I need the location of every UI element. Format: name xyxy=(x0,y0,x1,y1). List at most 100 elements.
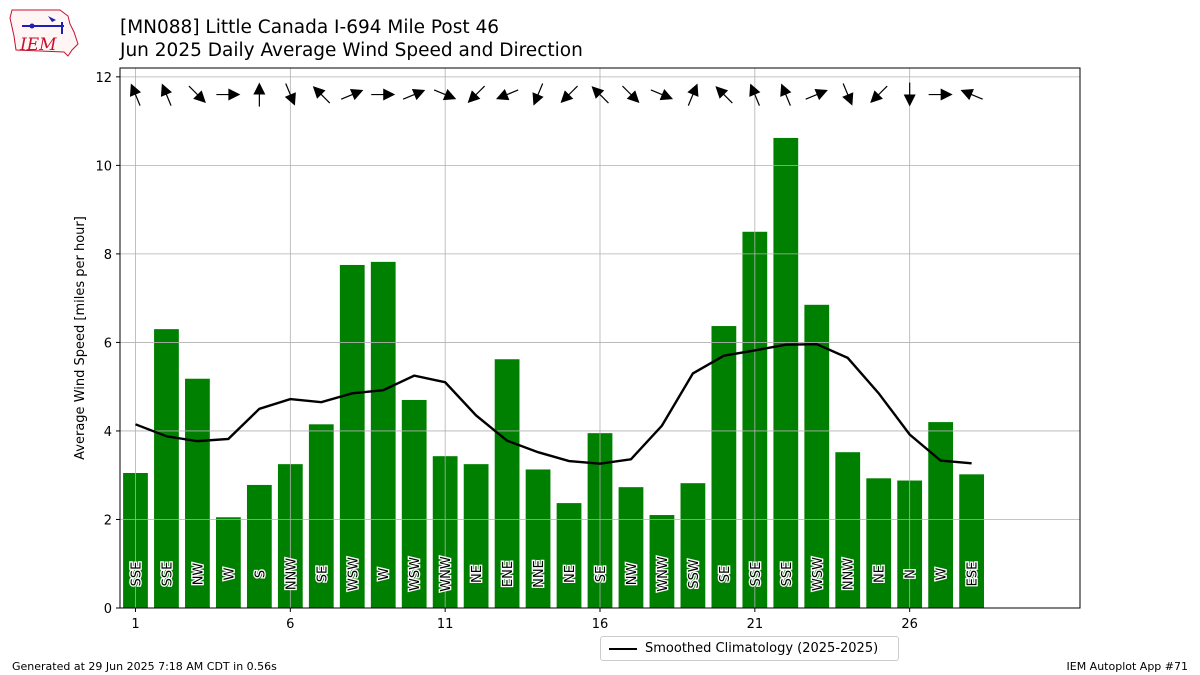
direction-label-day-22: SSE xyxy=(780,562,795,587)
bar-day-24 xyxy=(835,452,861,608)
chart-subtitle: Jun 2025 Daily Average Wind Speed and Di… xyxy=(120,40,583,61)
y-tick-label-0: 0 xyxy=(104,602,112,617)
wind-arrow-day-19 xyxy=(687,83,699,106)
direction-label-day-5: S xyxy=(253,570,268,578)
iem-logo: IEM xyxy=(9,9,79,57)
direction-label-day-11: WNW xyxy=(439,556,454,592)
wind-arrow-day-21 xyxy=(749,83,761,106)
chart-title: [MN088] Little Canada I-694 Mile Post 46 xyxy=(120,17,500,38)
direction-label-day-7: SE xyxy=(315,566,330,582)
direction-label-day-10: WSW xyxy=(408,557,423,591)
wind-arrow-day-5 xyxy=(253,82,266,107)
direction-label-day-14: NNE xyxy=(532,560,547,588)
direction-label-day-26: N xyxy=(904,569,919,579)
y-tick-label-6: 6 xyxy=(104,336,112,351)
direction-label-day-6: NNW xyxy=(284,558,299,590)
bar-day-13 xyxy=(494,359,520,608)
direction-label-day-20: SE xyxy=(718,566,733,582)
bar-day-25 xyxy=(866,478,892,608)
wind-arrow-day-27 xyxy=(928,88,953,101)
direction-label-day-18: WNW xyxy=(656,556,671,592)
legend-line-swatch xyxy=(609,648,637,650)
y-tick-label-12: 12 xyxy=(95,71,112,86)
wind-arrow-day-23 xyxy=(805,89,828,101)
wind-arrow-day-20 xyxy=(715,86,733,104)
wind-arrow-day-15 xyxy=(560,85,578,104)
bar-day-3 xyxy=(185,378,210,608)
wind-arrow-day-16 xyxy=(591,86,609,104)
wind-arrow-day-13 xyxy=(496,89,519,101)
direction-label-day-13: ENE xyxy=(501,561,516,587)
bar-day-12 xyxy=(463,464,489,608)
bar-day-2 xyxy=(154,329,179,608)
bar-day-17 xyxy=(618,487,644,608)
wind-arrow-day-4 xyxy=(216,88,241,101)
logo-text: IEM xyxy=(19,35,57,55)
wind-arrow-day-8 xyxy=(340,89,364,101)
x-tick-label-21: 21 xyxy=(747,617,764,632)
wind-arrow-day-14 xyxy=(532,83,544,106)
x-tick-label-1: 1 xyxy=(131,617,139,632)
wind-arrow-day-3 xyxy=(188,85,206,104)
bar-day-15 xyxy=(556,503,582,608)
x-tick-label-26: 26 xyxy=(901,617,918,632)
direction-label-day-3: NW xyxy=(191,563,206,586)
wind-arrow-day-10 xyxy=(402,89,426,101)
generated-footer: Generated at 29 Jun 2025 7:18 AM CDT in … xyxy=(12,660,277,673)
bar-day-18 xyxy=(649,515,675,608)
direction-label-day-15: NE xyxy=(563,565,578,583)
wind-arrow-day-22 xyxy=(780,83,792,106)
wind-arrow-day-24 xyxy=(842,83,854,106)
legend: Smoothed Climatology (2025-2025) xyxy=(600,636,899,661)
direction-label-day-9: W xyxy=(377,567,392,580)
direction-label-day-12: NE xyxy=(470,565,485,583)
bar-day-10 xyxy=(401,399,427,608)
wind-arrow-day-2 xyxy=(160,83,172,106)
direction-label-day-1: SSE xyxy=(129,562,144,587)
bar-day-14 xyxy=(525,469,551,608)
direction-label-day-27: W xyxy=(935,567,950,580)
wind-arrow-day-25 xyxy=(870,85,888,104)
direction-label-day-16: SE xyxy=(594,566,609,582)
climatology-line xyxy=(135,342,972,465)
wind-arrow-day-11 xyxy=(433,89,457,101)
x-tick-label-16: 16 xyxy=(592,617,609,632)
y-tick-label-4: 4 xyxy=(104,425,112,440)
direction-label-day-24: NNW xyxy=(842,558,857,590)
bar-day-19 xyxy=(680,483,706,608)
direction-label-day-4: W xyxy=(222,567,237,580)
wind-arrow-day-12 xyxy=(467,85,486,104)
bar-day-23 xyxy=(804,304,830,608)
x-tick-label-11: 11 xyxy=(437,617,454,632)
direction-label-day-19: SSW xyxy=(687,559,702,589)
wind-arrow-day-7 xyxy=(312,86,331,104)
bar-day-8 xyxy=(339,264,365,608)
wind-arrow-day-18 xyxy=(650,89,674,101)
wind-arrow-day-26 xyxy=(903,82,916,107)
x-tick-label-6: 6 xyxy=(286,617,294,632)
bar-day-9 xyxy=(370,261,396,608)
bar-day-20 xyxy=(711,326,737,608)
wind-arrow-day-1 xyxy=(129,83,142,106)
y-tick-label-8: 8 xyxy=(104,248,112,263)
direction-label-day-25: NE xyxy=(873,565,888,583)
app-footer: IEM Autoplot App #71 xyxy=(1066,660,1189,673)
wind-arrow-day-17 xyxy=(622,85,640,104)
bar-day-22 xyxy=(773,137,799,608)
direction-label-day-8: WSW xyxy=(346,557,361,591)
y-tick-label-2: 2 xyxy=(104,513,112,528)
direction-label-day-28: ESE xyxy=(966,562,981,587)
wind-arrow-day-6 xyxy=(284,83,296,106)
direction-label-day-17: NW xyxy=(625,563,640,586)
wind-arrow-day-9 xyxy=(371,88,396,101)
y-tick-label-10: 10 xyxy=(95,159,112,174)
legend-label: Smoothed Climatology (2025-2025) xyxy=(645,641,879,656)
bar-day-4 xyxy=(216,517,241,608)
direction-label-day-23: WSW xyxy=(811,557,826,591)
direction-label-day-21: SSE xyxy=(749,562,764,587)
bar-day-7 xyxy=(308,424,334,608)
bar-day-28 xyxy=(959,474,984,608)
wind-arrow-day-28 xyxy=(960,89,983,101)
y-axis-label: Average Wind Speed [miles per hour] xyxy=(73,216,88,460)
